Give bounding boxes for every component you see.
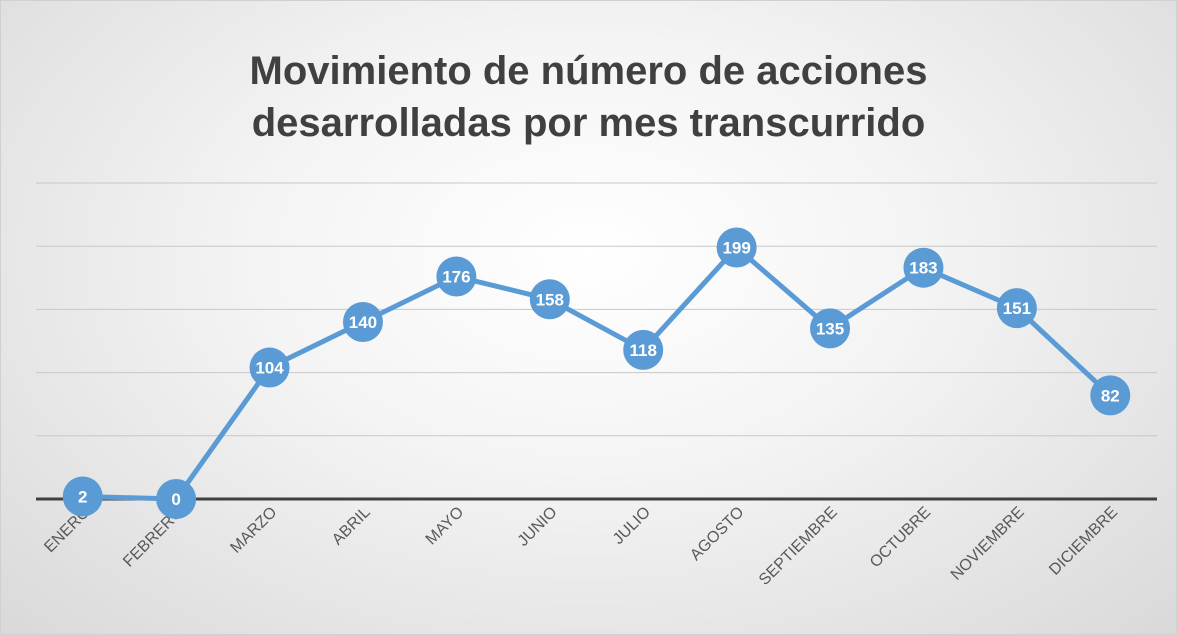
data-label: 158 xyxy=(536,290,564,309)
data-label: 183 xyxy=(909,259,937,278)
marker xyxy=(156,479,197,519)
marker xyxy=(529,279,570,320)
data-label: 118 xyxy=(629,341,656,360)
data-label: 140 xyxy=(349,313,377,332)
data-label: 176 xyxy=(442,268,470,287)
marker xyxy=(342,302,383,343)
data-label: 82 xyxy=(1101,386,1120,405)
data-label: 2 xyxy=(78,487,87,506)
x-tick-label: JULIO xyxy=(610,504,654,548)
marker xyxy=(996,288,1037,329)
marker xyxy=(716,227,757,268)
data-label: 104 xyxy=(255,359,284,378)
marker xyxy=(436,256,477,297)
marker xyxy=(903,247,944,288)
marker xyxy=(249,347,290,388)
x-tick-label: DICIEMBRE xyxy=(1046,504,1121,579)
data-label: 0 xyxy=(171,490,180,509)
data-label: 151 xyxy=(1003,299,1031,318)
x-tick-label: OCTUBRE xyxy=(867,504,934,571)
data-label: 135 xyxy=(816,319,844,338)
marker xyxy=(623,329,664,370)
x-tick-label: MAYO xyxy=(423,504,468,549)
line xyxy=(82,244,1112,502)
x-tick-label: MARZO xyxy=(227,504,280,557)
x-tick-label: AGOSTO xyxy=(687,504,747,564)
x-tick-label: SEPTIEMBRE xyxy=(756,504,841,589)
marker xyxy=(810,308,851,349)
marker xyxy=(62,476,103,517)
data-label: 199 xyxy=(722,238,750,257)
x-tick-label: NOVIEMBRE xyxy=(948,504,1028,584)
chart-title: Movimiento de número de acciones desarro… xyxy=(249,49,928,145)
x-tick-label: JUNIO xyxy=(515,504,561,550)
x-tick-label: ABRIL xyxy=(329,504,374,549)
marker xyxy=(1090,375,1131,416)
